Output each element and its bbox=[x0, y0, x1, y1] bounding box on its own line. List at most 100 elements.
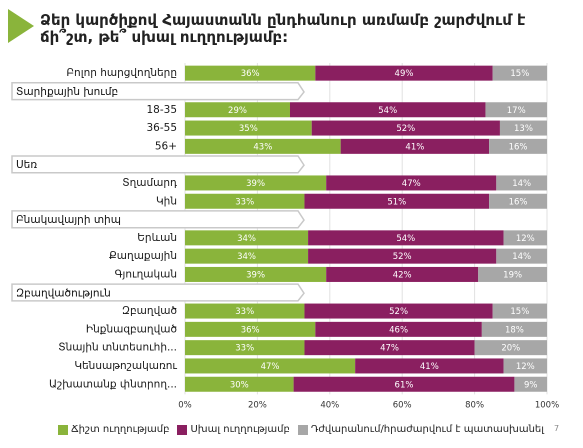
data-label: 61% bbox=[395, 380, 414, 390]
bar-segment bbox=[315, 321, 482, 337]
row-label: 56+ bbox=[155, 140, 177, 152]
bar-segment bbox=[185, 193, 305, 209]
bar-segment bbox=[185, 230, 309, 246]
bar-segment bbox=[326, 175, 497, 191]
legend-label-correct: Ճիշտ ուղղությամբ bbox=[71, 424, 170, 435]
data-label: 35% bbox=[239, 124, 258, 134]
x-axis-ticks: 0% 20% 40% 60% 80% 100% bbox=[178, 400, 559, 410]
row-label: Բոլոր հարցվողները bbox=[66, 67, 177, 79]
row-label: Ինքնազբաղված bbox=[86, 323, 177, 335]
data-label: 16% bbox=[509, 197, 528, 207]
data-label: 20% bbox=[501, 344, 520, 354]
bar-row: Կին 33% 51% 16% bbox=[156, 193, 547, 209]
bar-segment bbox=[185, 358, 356, 374]
data-label: 18% bbox=[505, 325, 524, 335]
bar-segment bbox=[489, 193, 547, 209]
bar-row: Քաղաքային 34% 52% 14% bbox=[109, 248, 547, 264]
bar-segment bbox=[304, 340, 475, 356]
data-label: 15% bbox=[510, 307, 529, 317]
group-header-label: Սեռ bbox=[16, 159, 37, 171]
row-label: Կին bbox=[156, 195, 177, 207]
legend-label-wrong: Սխալ ուղղությամբ bbox=[190, 424, 290, 435]
data-label: 30% bbox=[230, 380, 249, 390]
bar-segment bbox=[311, 120, 500, 136]
bar-segment bbox=[304, 303, 493, 319]
bar-segment bbox=[485, 102, 547, 118]
data-label: 54% bbox=[396, 234, 415, 244]
bar-segment bbox=[293, 376, 515, 392]
bar-segment bbox=[492, 65, 547, 81]
bar-segment bbox=[308, 248, 497, 264]
bar-segment bbox=[185, 65, 316, 81]
x-tick-label: 100% bbox=[535, 400, 559, 410]
group-header-label: Տարիքային խումբ bbox=[16, 86, 118, 98]
bar-row: Գյուղական 39% 42% 19% bbox=[115, 266, 547, 282]
legend-item-correct: Ճիշտ ուղղությամբ bbox=[58, 424, 169, 435]
data-label: 19% bbox=[503, 270, 522, 280]
arrow-triangle bbox=[8, 9, 34, 43]
bar-segment bbox=[496, 175, 547, 191]
row-label: Գյուղական bbox=[115, 268, 177, 280]
bar-segment bbox=[185, 303, 305, 319]
data-label: 13% bbox=[514, 124, 533, 134]
arrow-icon bbox=[8, 9, 34, 43]
group-header: Տարիքային խումբ bbox=[11, 82, 305, 101]
group-header-box bbox=[11, 155, 305, 174]
row-label: Տղամարդ bbox=[122, 177, 177, 189]
row-label: Զբաղված bbox=[122, 305, 177, 317]
data-label: 34% bbox=[237, 234, 256, 244]
bar-segment bbox=[481, 321, 547, 337]
row-label: Աշխատանք փնտրող... bbox=[49, 378, 177, 390]
data-label: 12% bbox=[516, 234, 535, 244]
data-label: 49% bbox=[395, 69, 414, 79]
bar-segment bbox=[355, 358, 504, 374]
legend-swatch-unsure bbox=[297, 424, 308, 435]
row-label: 18-35 bbox=[146, 104, 177, 116]
data-label: 16% bbox=[509, 142, 528, 152]
data-label: 14% bbox=[512, 252, 531, 262]
bar-segment bbox=[185, 138, 341, 154]
x-tick-label: 0% bbox=[178, 400, 192, 410]
data-label: 46% bbox=[389, 325, 408, 335]
bar-segment bbox=[185, 120, 312, 136]
bar-segment bbox=[503, 358, 547, 374]
bar-segment bbox=[289, 102, 486, 118]
chart-rows: Բոլոր հարցվողները 36% 49% 15% Տարիքային խում… bbox=[11, 65, 547, 392]
bar-segment bbox=[185, 321, 316, 337]
data-label: 41% bbox=[405, 142, 424, 152]
data-label: 52% bbox=[389, 307, 408, 317]
bar-row: Տղամարդ 39% 47% 14% bbox=[122, 175, 547, 191]
bar-row: 36-55 35% 52% 13% bbox=[146, 120, 547, 136]
group-header: Բնակավայրի տիպ bbox=[11, 210, 305, 229]
data-label: 39% bbox=[246, 270, 265, 280]
data-label: 41% bbox=[420, 362, 439, 372]
data-label: 52% bbox=[393, 252, 412, 262]
x-tick-label: 40% bbox=[320, 400, 339, 410]
data-label: 9% bbox=[524, 380, 538, 390]
data-label: 54% bbox=[378, 106, 397, 116]
bar-row: Բոլոր հարցվողները 36% 49% 15% bbox=[66, 65, 547, 81]
data-label: 29% bbox=[228, 106, 247, 116]
data-label: 34% bbox=[237, 252, 256, 262]
bar-segment bbox=[496, 248, 547, 264]
bar-segment bbox=[185, 266, 327, 282]
data-label: 33% bbox=[235, 344, 254, 354]
bar-segment bbox=[185, 102, 290, 118]
group-header: Զբաղվածություն bbox=[11, 283, 305, 302]
bar-segment bbox=[315, 65, 493, 81]
data-label: 42% bbox=[393, 270, 412, 280]
bar-segment bbox=[478, 266, 547, 282]
bar-row: Կենսաթոշակառու 47% 41% 12% bbox=[74, 358, 547, 374]
group-header: Սեռ bbox=[11, 155, 305, 174]
data-label: 15% bbox=[510, 69, 529, 79]
bar-segment bbox=[492, 303, 547, 319]
bar-segment bbox=[185, 340, 305, 356]
data-label: 36% bbox=[241, 325, 260, 335]
bar-segment bbox=[340, 138, 490, 154]
grid-lines bbox=[184, 63, 548, 395]
bar-segment bbox=[304, 193, 490, 209]
bar-segment bbox=[489, 138, 547, 154]
bar-segment bbox=[185, 248, 309, 264]
group-header-box bbox=[11, 283, 305, 302]
